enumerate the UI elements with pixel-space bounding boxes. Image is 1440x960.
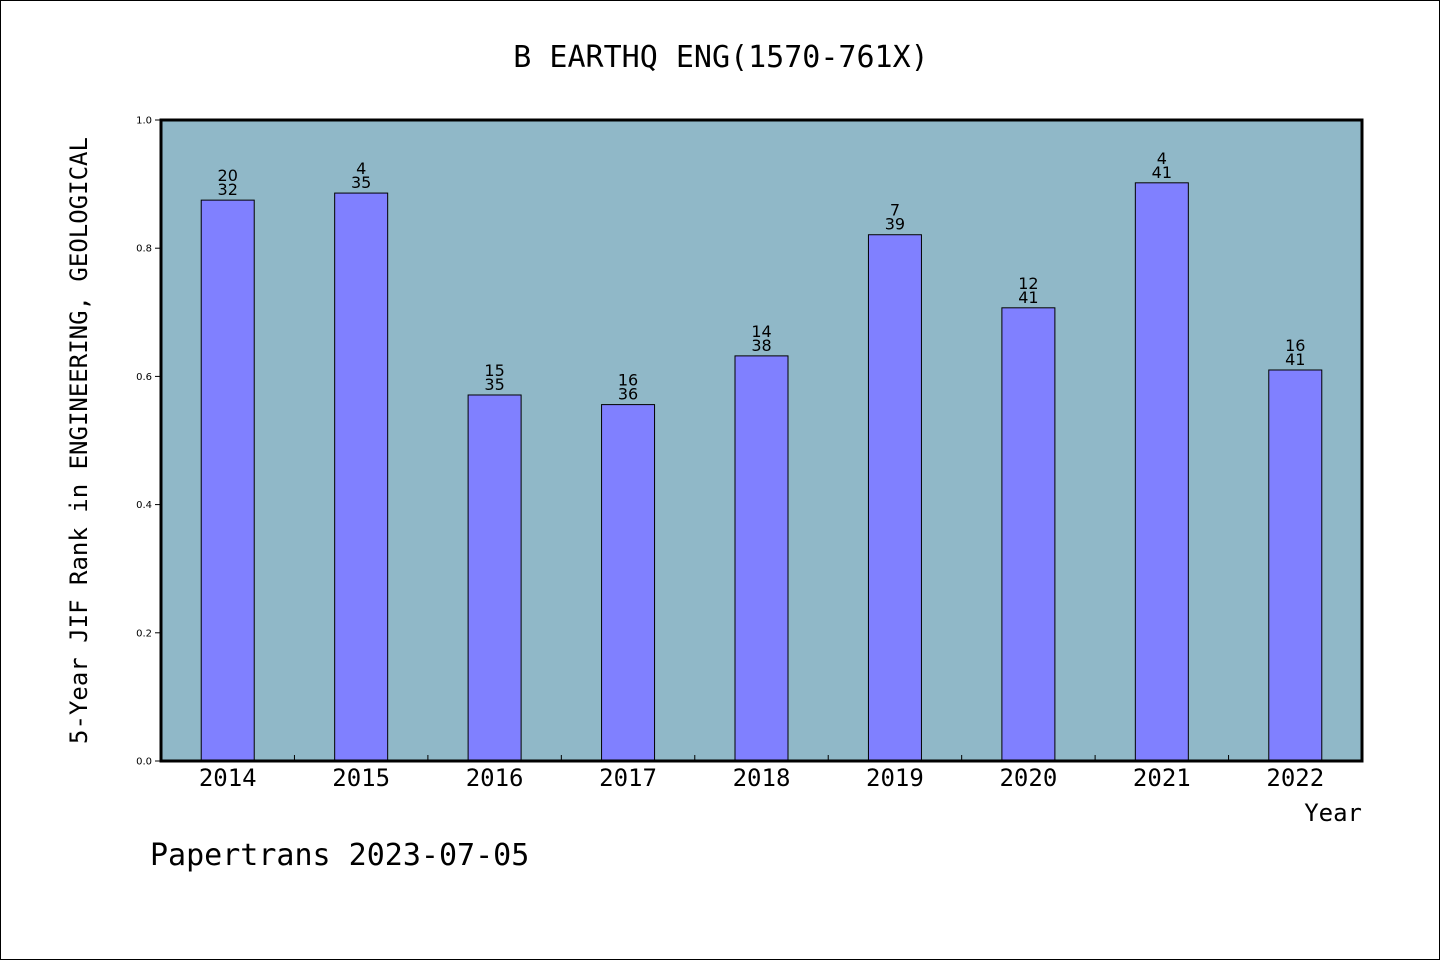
y-tick-label: 0.4 bbox=[136, 500, 152, 511]
footer-text: Papertrans 2023-07-05 bbox=[150, 838, 529, 873]
y-axis-label: 5-Year JIF Rank in ENGINEERING, GEOLOGIC… bbox=[65, 137, 93, 744]
bar-2015 bbox=[334, 192, 389, 762]
y-tick-label: 0.2 bbox=[136, 628, 152, 639]
x-tick-label: 2016 bbox=[466, 764, 524, 792]
rank-label: 12 bbox=[1018, 274, 1038, 293]
total-label: 41 bbox=[1018, 288, 1038, 307]
y-tick-label: 0.0 bbox=[136, 757, 152, 768]
x-tick-label: 2020 bbox=[999, 764, 1057, 792]
x-tick-label: 2018 bbox=[733, 764, 791, 792]
total-label: 35 bbox=[484, 375, 504, 394]
y-tick-label: 1.0 bbox=[136, 116, 152, 127]
bar-2016 bbox=[467, 394, 522, 762]
rank-label: 15 bbox=[484, 361, 504, 380]
total-label: 35 bbox=[351, 173, 371, 192]
bar-2017 bbox=[601, 404, 656, 762]
bar-2019 bbox=[867, 234, 922, 762]
total-label: 36 bbox=[618, 385, 638, 404]
rank-label: 20 bbox=[218, 166, 238, 185]
x-tick-label: 2019 bbox=[866, 764, 924, 792]
total-label: 41 bbox=[1152, 163, 1172, 182]
total-label: 39 bbox=[885, 215, 905, 234]
rank-label: 14 bbox=[751, 322, 771, 341]
y-tick-label: 0.8 bbox=[136, 244, 152, 255]
rank-label: 4 bbox=[1157, 149, 1167, 168]
rank-label: 16 bbox=[1285, 336, 1305, 355]
rank-label: 16 bbox=[618, 371, 638, 390]
plot-frame bbox=[159, 118, 1364, 763]
x-tick-label: 2014 bbox=[199, 764, 257, 792]
x-tick-label: 2017 bbox=[599, 764, 657, 792]
rank-label: 4 bbox=[356, 159, 366, 178]
total-label: 41 bbox=[1285, 350, 1305, 369]
bar-2021 bbox=[1134, 182, 1189, 762]
rank-label: 7 bbox=[890, 201, 900, 220]
total-label: 38 bbox=[751, 336, 771, 355]
chart-title: B EARTHQ ENG(1570-761X) bbox=[513, 40, 928, 75]
x-tick-label: 2015 bbox=[332, 764, 390, 792]
bar-2020 bbox=[1001, 307, 1056, 762]
total-label: 32 bbox=[218, 180, 238, 199]
bar-2014 bbox=[200, 199, 255, 762]
x-axis-label: Year bbox=[1304, 799, 1362, 827]
x-tick-label: 2021 bbox=[1133, 764, 1191, 792]
bar-2022 bbox=[1268, 369, 1323, 762]
bar-2018 bbox=[734, 355, 789, 762]
x-tick-label: 2022 bbox=[1266, 764, 1324, 792]
y-tick-label: 0.6 bbox=[136, 372, 152, 383]
